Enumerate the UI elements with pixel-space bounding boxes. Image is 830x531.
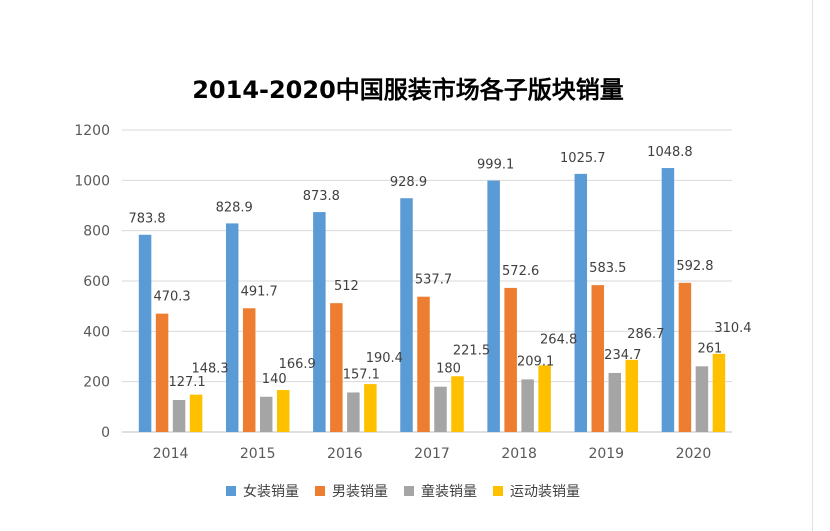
data-label: 512 [334,279,359,294]
bar-3-2020 [695,366,709,432]
legend-swatch [404,486,414,496]
bar-3-2014 [172,400,186,432]
data-label: 999.1 [477,158,514,173]
data-label: 221.5 [453,343,490,358]
data-label: 1025.7 [560,151,606,166]
data-label: 1048.8 [647,145,693,160]
bar-2-2014 [155,313,169,432]
y-tick-label: 200 [83,375,110,391]
data-label: 286.7 [627,327,664,342]
y-tick-label: 1200 [74,123,110,139]
data-label: 234.7 [604,348,641,363]
y-tick-label: 600 [83,274,110,290]
right-divider [812,0,813,531]
x-tick-label: 2014 [153,446,189,462]
bar-1-2017 [400,198,413,432]
bar-3-2018 [521,379,534,432]
data-label: 261 [698,341,723,356]
legend-swatch [226,486,236,496]
bar-1-2016 [313,212,326,432]
bar-4-2014 [189,394,203,432]
bar-2-2019 [591,285,605,432]
data-label: 592.8 [676,259,713,274]
data-label: 537.7 [415,273,452,288]
bars [138,168,726,433]
data-label: 209.1 [517,354,554,369]
bar-2-2018 [504,287,517,432]
y-tick-label: 400 [83,324,110,340]
data-label: 470.3 [153,290,190,305]
legend: 女装销量 男装销量 童装销量 运动装销量 [226,483,580,500]
data-label: 583.5 [589,261,626,276]
data-label: 140 [262,372,287,387]
data-label: 166.9 [279,357,316,372]
bar-2-2017 [417,296,430,432]
y-tick-label: 1000 [74,173,110,189]
data-label: 828.9 [216,200,253,215]
x-axis: 2014 2015 2016 2017 2018 2019 2020 [153,446,711,462]
y-tick-label: 800 [83,224,110,240]
data-label: 190.4 [366,351,403,366]
x-tick-label: 2015 [240,446,276,462]
bar-1-2019 [574,173,588,433]
bar-4-2019 [625,359,639,432]
data-label: 491.7 [241,284,278,299]
data-label: 148.3 [191,362,228,377]
x-tick-label: 2020 [676,446,712,462]
x-tick-label: 2017 [414,446,450,462]
bar-3-2016 [347,392,360,432]
legend-label: 运动装销量 [510,484,580,500]
y-tick-label: 0 [101,425,110,441]
bar-1-2020 [661,168,675,432]
bar-1-2014 [138,234,152,432]
bar-2-2015 [242,308,256,432]
y-axis: 0 200 400 600 800 1000 1200 [74,123,110,441]
bar-3-2017 [434,386,447,432]
data-label: 928.9 [390,175,427,190]
bar-4-2020 [712,353,726,432]
bar-2-2020 [678,282,692,432]
bar-3-2019 [608,372,622,432]
bar-4-2018 [538,365,551,432]
x-tick-label: 2019 [588,446,624,462]
x-tick-label: 2018 [501,446,537,462]
bar-4-2016 [364,384,377,432]
data-label: 310.4 [714,321,751,336]
bar-4-2017 [451,376,464,432]
bar-4-2015 [276,389,290,432]
chart-title: 2014-2020中国服装市场各子版块销量 [192,76,624,104]
bar-2-2016 [330,303,343,432]
data-label: 572.6 [502,264,539,279]
data-label: 783.8 [128,212,165,227]
data-label: 264.8 [540,332,577,347]
data-label: 873.8 [303,189,340,204]
data-label: 157.1 [343,367,380,382]
legend-label: 男装销量 [332,484,388,500]
bar-1-2015 [225,223,239,432]
legend-swatch [493,486,503,496]
legend-swatch [315,486,325,496]
bar-1-2018 [487,180,500,432]
data-label: 180 [436,362,461,377]
bar-3-2015 [259,396,273,432]
legend-label: 童装销量 [421,483,477,500]
x-tick-label: 2016 [327,446,363,462]
data-label: 127.1 [168,375,205,390]
legend-label: 女装销量 [243,483,299,500]
